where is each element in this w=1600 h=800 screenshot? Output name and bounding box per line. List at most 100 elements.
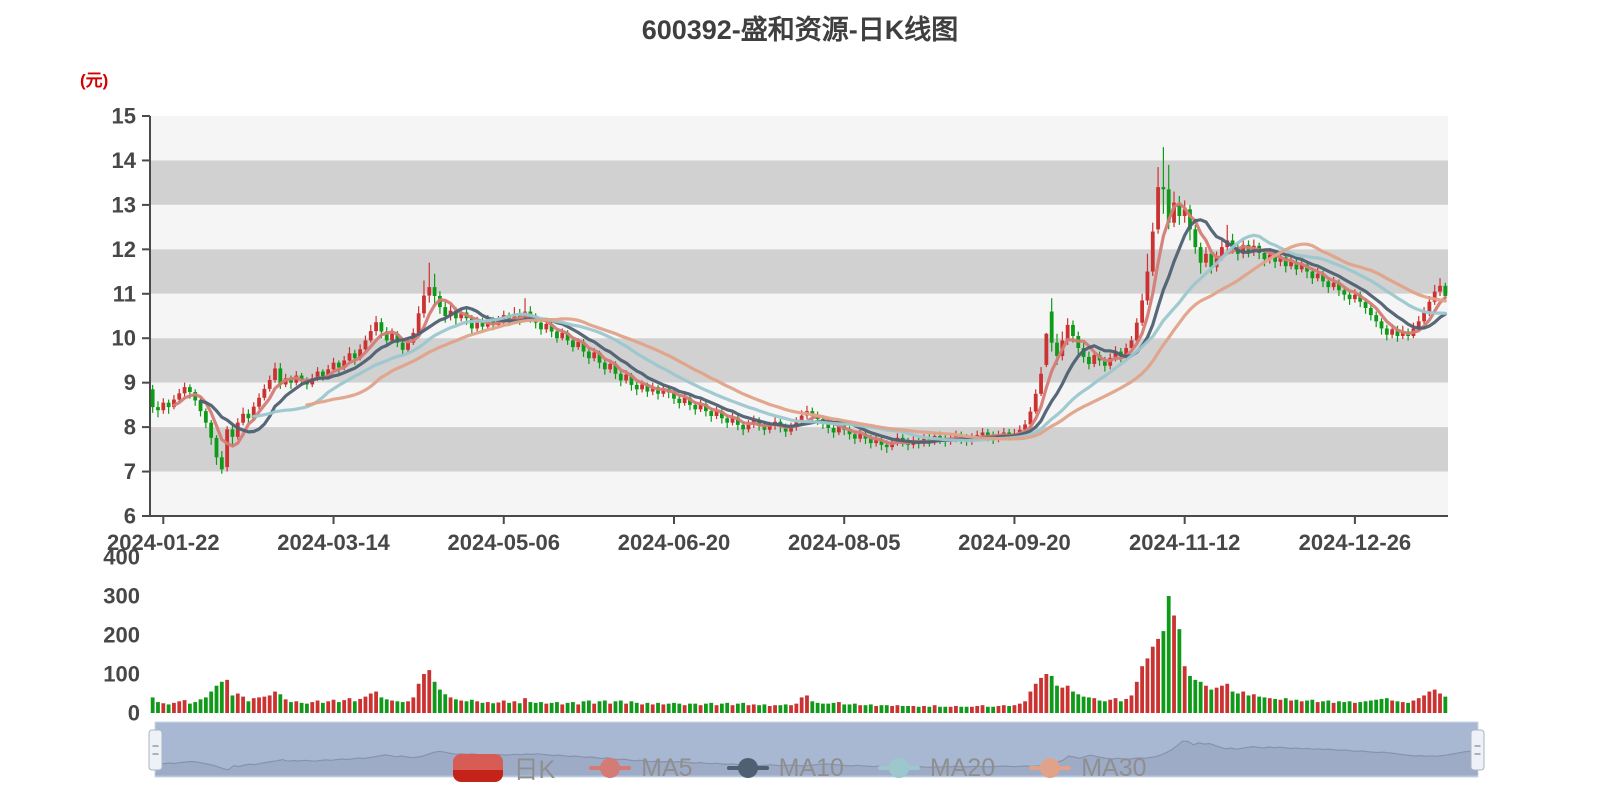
volume-bar (1337, 701, 1341, 713)
candle-body (581, 341, 586, 352)
candle-body (1017, 429, 1022, 434)
plot-band (150, 160, 1448, 205)
volume-bar (586, 700, 591, 713)
candle-body (299, 375, 304, 380)
volume-bar (911, 705, 916, 713)
candle-body (241, 413, 245, 423)
volume-bar (1416, 698, 1421, 713)
legend-item-ma10[interactable]: MA10 (726, 754, 844, 783)
volume-bar (767, 705, 772, 713)
volume-bar (698, 705, 703, 713)
volume-bar (549, 702, 554, 713)
volume-bar (480, 702, 485, 713)
volume-bar (177, 701, 182, 713)
handle-grip-body[interactable] (148, 729, 163, 771)
volume-bar (235, 693, 240, 713)
candle-body (1353, 294, 1357, 300)
volume-bar (821, 703, 825, 713)
volume-bar (1384, 698, 1389, 713)
volume-bar (193, 702, 198, 713)
volume-bar (1331, 702, 1336, 713)
candle-body (693, 404, 698, 410)
candle-body (847, 429, 852, 435)
candle-body (1326, 281, 1331, 288)
candle-body (235, 422, 240, 437)
ma-line-ma5 (172, 202, 1447, 448)
candle-body (1230, 240, 1235, 248)
candle-body (203, 411, 208, 423)
volume-bar (1012, 705, 1017, 713)
volume-bar (1241, 691, 1246, 713)
volume-bar (560, 704, 565, 713)
volume-bar (1001, 705, 1006, 713)
legend-item-日k[interactable]: 日K (453, 750, 555, 786)
candle-body (746, 424, 751, 430)
candle-body (1033, 393, 1038, 412)
volume-bar (257, 697, 261, 713)
volume-bar (1438, 693, 1442, 713)
volume-bar (427, 670, 432, 713)
legend-item-ma20[interactable]: MA20 (877, 754, 995, 783)
candle-body (1342, 290, 1347, 295)
navigator-line (157, 740, 1476, 771)
date-tick-label: 2024-06-20 (618, 530, 731, 555)
volume-bar (358, 698, 363, 713)
candle-body (352, 353, 357, 359)
candle-body (390, 333, 394, 341)
navigator-handle-left[interactable] (148, 729, 163, 771)
volume-bar (331, 699, 336, 713)
volume-bar (411, 697, 416, 713)
volume-tick-label: 200 (103, 623, 140, 648)
candle-body (363, 340, 368, 350)
candle-body (682, 397, 687, 404)
navigator-handle-right[interactable] (1470, 729, 1485, 771)
volume-bar (954, 705, 958, 713)
volume-bar (1289, 700, 1293, 713)
volume-bar (315, 700, 320, 713)
volume-bar (533, 702, 538, 713)
date-tick-label: 2024-01-22 (107, 530, 220, 555)
volume-bar (672, 702, 676, 713)
volume-bar (858, 705, 863, 713)
volume-bar (299, 702, 304, 713)
candle-body (225, 429, 230, 468)
candle-body (156, 407, 160, 411)
volume-bar (1113, 698, 1118, 713)
volume-bar (1262, 697, 1267, 713)
volume-bar (842, 704, 847, 713)
volume-bar (969, 706, 974, 713)
candle-body (1278, 257, 1283, 262)
handle-grip-body[interactable] (1470, 729, 1485, 771)
candle-body (1044, 333, 1049, 365)
candle-body (565, 332, 570, 341)
volume-bar (384, 699, 389, 713)
legend-item-ma5[interactable]: MA5 (589, 754, 693, 783)
legend-item-ma30[interactable]: MA30 (1029, 754, 1147, 783)
candle-body (688, 397, 692, 405)
volume-bar (975, 705, 980, 713)
legend-dot (1040, 758, 1061, 778)
candle-body (320, 371, 325, 376)
volume-bar (1427, 691, 1432, 713)
price-tick-label: 10 (112, 326, 136, 351)
volume-bar (666, 703, 671, 713)
candle-body (1379, 321, 1384, 329)
legend-dot (888, 758, 909, 778)
chart-title: 600392-盛和资源-日K线图 (641, 15, 959, 45)
volume-bar (916, 706, 921, 713)
volume-bar (485, 702, 490, 713)
candle-body (602, 362, 607, 370)
volume-bar (847, 704, 852, 713)
candle-body (150, 389, 155, 408)
volume-bar (565, 702, 570, 713)
volume-bar (640, 704, 644, 713)
candle-body (735, 417, 740, 425)
volume-bar (539, 702, 543, 713)
candle-body (1374, 315, 1379, 322)
volume-bar (693, 703, 698, 713)
candle-body (432, 287, 437, 296)
volume-bar (1172, 615, 1176, 713)
volume-bar (198, 699, 203, 713)
volume-bar (704, 703, 708, 713)
